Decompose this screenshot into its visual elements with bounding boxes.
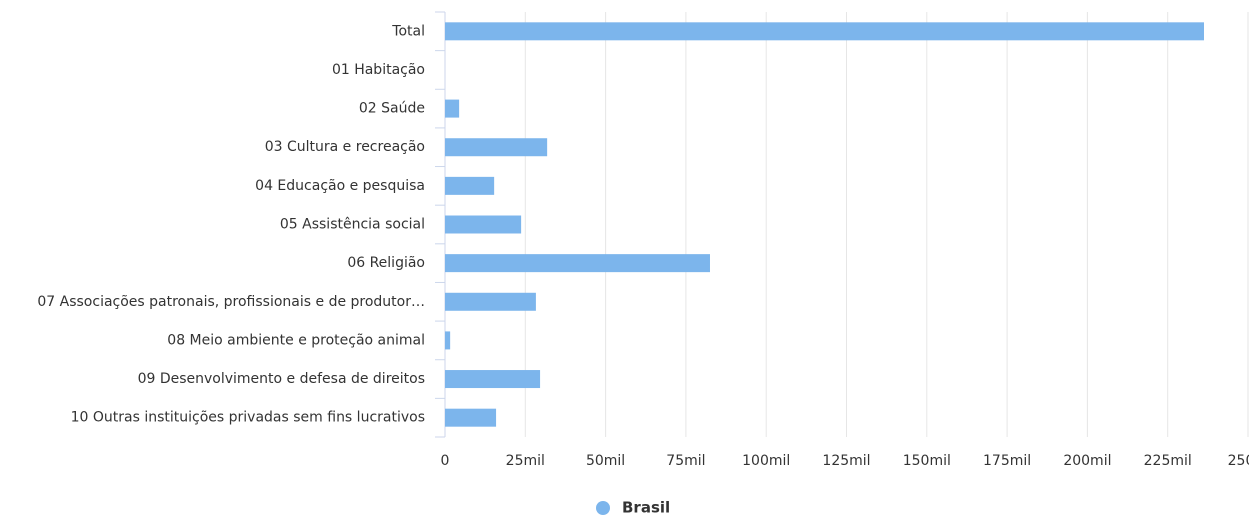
bar [445, 331, 451, 350]
x-tick-label: 150mil [903, 453, 951, 469]
y-tick-label: 02 Saúde [359, 101, 425, 117]
x-tick-label: 250… [1228, 453, 1249, 469]
y-tick-label: 10 Outras instituições privadas sem fins… [71, 410, 425, 426]
x-tick-label: 25mil [506, 453, 545, 469]
legend-label[interactable]: Brasil [622, 499, 670, 516]
bar [445, 370, 541, 389]
x-tick-label: 50mil [586, 453, 625, 469]
bar [445, 99, 460, 118]
y-tick-label: 03 Cultura e recreação [265, 139, 425, 155]
x-tick-label: 225mil [1144, 453, 1192, 469]
y-tick-label: 04 Educação e pesquisa [255, 178, 425, 194]
x-tick-label: 0 [441, 453, 450, 469]
bar [445, 215, 522, 234]
bar [445, 138, 548, 157]
y-tick-label: 07 Associações patronais, profissionais … [37, 294, 425, 310]
x-tick-label: 175mil [983, 453, 1031, 469]
x-tick-label: 200mil [1063, 453, 1111, 469]
bar [445, 254, 710, 273]
bar [445, 22, 1204, 41]
y-tick-label: 01 Habitação [332, 62, 425, 78]
y-tick-label: 05 Assistência social [280, 217, 425, 233]
bar [445, 408, 497, 427]
bar [445, 292, 536, 311]
y-tick-label: 09 Desenvolvimento e defesa de direitos [138, 371, 425, 387]
y-tick-label: 06 Religião [347, 255, 425, 271]
y-tick-label: Total [391, 23, 425, 39]
bar [445, 176, 495, 195]
y-tick-label: 08 Meio ambiente e proteção animal [167, 332, 425, 348]
x-tick-label: 100mil [742, 453, 790, 469]
x-tick-label: 125mil [822, 453, 870, 469]
legend-marker [596, 501, 610, 515]
x-tick-label: 75mil [666, 453, 705, 469]
